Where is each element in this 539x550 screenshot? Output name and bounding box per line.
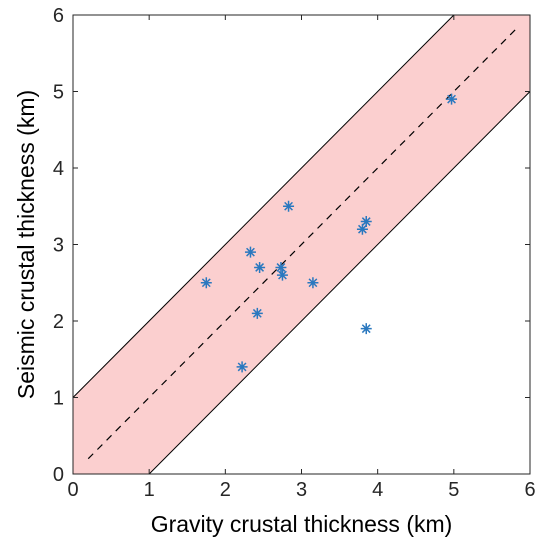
- asterisk-marker: [283, 200, 295, 212]
- x-tick-label: 5: [448, 479, 459, 501]
- x-tick-label: 6: [524, 479, 535, 501]
- data-point: [283, 200, 295, 212]
- data-point: [251, 307, 263, 319]
- asterisk-marker: [254, 261, 266, 273]
- y-tick-label: 1: [53, 388, 64, 410]
- y-tick-label: 4: [53, 158, 64, 180]
- asterisk-marker: [275, 261, 287, 273]
- x-tick-label: 4: [372, 479, 383, 501]
- y-tick-label: 6: [53, 5, 64, 27]
- y-tick-label: 5: [53, 82, 64, 104]
- asterisk-marker: [244, 246, 256, 258]
- asterisk-marker: [251, 307, 263, 319]
- asterisk-marker: [236, 361, 248, 373]
- data-point: [276, 269, 288, 281]
- line-layer: [87, 26, 520, 460]
- point-layer: [200, 93, 458, 373]
- data-point: [360, 216, 372, 228]
- x-tick-label: 3: [296, 479, 307, 501]
- asterisk-marker: [446, 93, 458, 105]
- axis-layer: 0 1 2 3 4 5 6 0 1 2 3 4 5 6: [53, 5, 536, 501]
- data-point: [254, 261, 266, 273]
- band-lower-edge: [148, 91, 530, 474]
- asterisk-marker: [356, 223, 368, 235]
- asterisk-marker: [360, 216, 372, 228]
- data-point: [244, 246, 256, 258]
- data-point: [200, 277, 212, 289]
- asterisk-marker: [200, 277, 212, 289]
- data-point: [446, 93, 458, 105]
- y-tick-label: 2: [53, 311, 64, 333]
- band-upper-edge: [73, 15, 455, 398]
- data-point: [307, 277, 319, 289]
- x-tick-label: 0: [67, 479, 78, 501]
- data-point: [356, 223, 368, 235]
- asterisk-marker: [276, 269, 288, 281]
- asterisk-marker: [307, 277, 319, 289]
- x-axis-label: Gravity crustal thickness (km): [151, 511, 453, 537]
- data-point: [360, 323, 372, 335]
- x-tick-label: 2: [220, 479, 231, 501]
- data-point: [236, 361, 248, 373]
- y-axis-label: Seismic crustal thickness (km): [13, 90, 39, 399]
- reference-line: [87, 26, 520, 460]
- data-point: [275, 261, 287, 273]
- y-tick-label: 3: [53, 235, 64, 257]
- asterisk-marker: [360, 323, 372, 335]
- x-tick-label: 1: [144, 479, 155, 501]
- y-tick-label: 0: [53, 464, 64, 486]
